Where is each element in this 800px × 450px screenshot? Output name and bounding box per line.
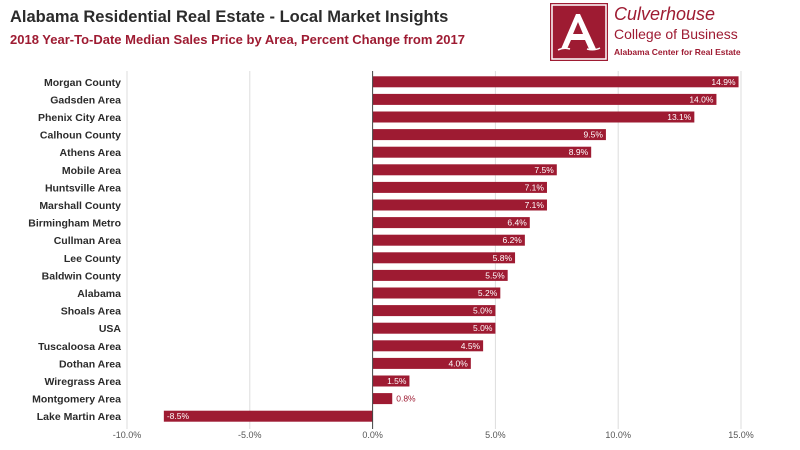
bar-value-label: 13.1% (667, 112, 692, 122)
bar-value-label: 8.9% (569, 147, 589, 157)
logo-name: Culverhouse (614, 4, 716, 24)
bar (372, 340, 484, 352)
bar-value-label: 5.8% (493, 253, 513, 263)
category-label: Tuscaloosa Area (38, 341, 121, 353)
chart-title: Alabama Residential Real Estate - Local … (10, 8, 449, 26)
script-a-logo-icon (550, 3, 608, 61)
chart-subtitle: 2018 Year-To-Date Median Sales Price by … (10, 32, 465, 47)
bar (372, 269, 508, 281)
bar-value-label: 5.5% (485, 270, 505, 280)
category-label: Shoals Area (61, 306, 121, 318)
bar-value-label: -8.5% (167, 411, 190, 421)
bar (372, 93, 717, 105)
bar (372, 252, 516, 264)
bar-value-label: 14.0% (689, 94, 714, 104)
category-label: USA (99, 323, 122, 335)
logo-college: College of Business (614, 26, 738, 42)
x-tick-label: 15.0% (728, 430, 754, 440)
bar (372, 322, 496, 334)
bar (372, 305, 496, 317)
category-label: Cullman Area (54, 235, 121, 247)
category-label: Wiregrass Area (44, 376, 121, 388)
bar (372, 393, 393, 405)
culverhouse-logo: Culverhouse College of Business Alabama … (550, 3, 790, 63)
bar (372, 287, 501, 299)
bar-value-label: 5.0% (473, 323, 493, 333)
bar (372, 76, 739, 88)
category-label: Morgan County (44, 77, 121, 89)
category-label: Phenix City Area (38, 112, 121, 124)
logo-center: Alabama Center for Real Estate (614, 47, 741, 57)
bar-value-label: 7.1% (525, 182, 545, 192)
bar-value-label: 0.8% (396, 394, 416, 404)
category-label: Montgomery Area (32, 394, 121, 406)
bar (372, 111, 695, 123)
category-label: Baldwin County (42, 270, 121, 282)
bar (372, 129, 606, 141)
bar (163, 410, 373, 422)
category-label: Birmingham Metro (28, 218, 121, 230)
x-tick-label: 10.0% (605, 430, 631, 440)
category-label: Mobile Area (62, 165, 121, 177)
category-label: Huntsville Area (45, 182, 121, 194)
bar-value-label: 6.2% (502, 235, 522, 245)
bar-value-label: 14.9% (711, 77, 736, 87)
bar-value-label: 4.0% (448, 358, 468, 368)
bar (372, 357, 471, 369)
bar-value-label: 6.4% (507, 218, 527, 228)
category-label: Athens Area (60, 147, 122, 159)
x-tick-label: -5.0% (238, 430, 262, 440)
category-label: Lake Martin Area (37, 411, 121, 423)
category-label: Calhoun County (40, 130, 121, 142)
x-tick-label: 0.0% (362, 430, 383, 440)
x-tick-label: -10.0% (113, 430, 142, 440)
category-label: Lee County (64, 253, 121, 265)
x-tick-label: 5.0% (485, 430, 506, 440)
bar-value-label: 5.0% (473, 306, 493, 316)
category-label: Marshall County (39, 200, 121, 212)
bar (372, 199, 547, 211)
bar-value-label: 7.5% (534, 165, 554, 175)
bar (372, 146, 592, 158)
category-label: Alabama (77, 288, 121, 300)
bar (372, 217, 530, 229)
bar-value-label: 5.2% (478, 288, 498, 298)
bar-value-label: 1.5% (387, 376, 407, 386)
bar-value-label: 4.5% (461, 341, 481, 351)
category-label: Gadsden Area (50, 94, 121, 106)
bar (372, 375, 410, 387)
bar (372, 234, 525, 246)
bar (372, 164, 557, 176)
bar-value-label: 7.1% (525, 200, 545, 210)
bar (372, 181, 547, 193)
bar-value-label: 9.5% (584, 130, 604, 140)
category-label: Dothan Area (59, 358, 121, 370)
